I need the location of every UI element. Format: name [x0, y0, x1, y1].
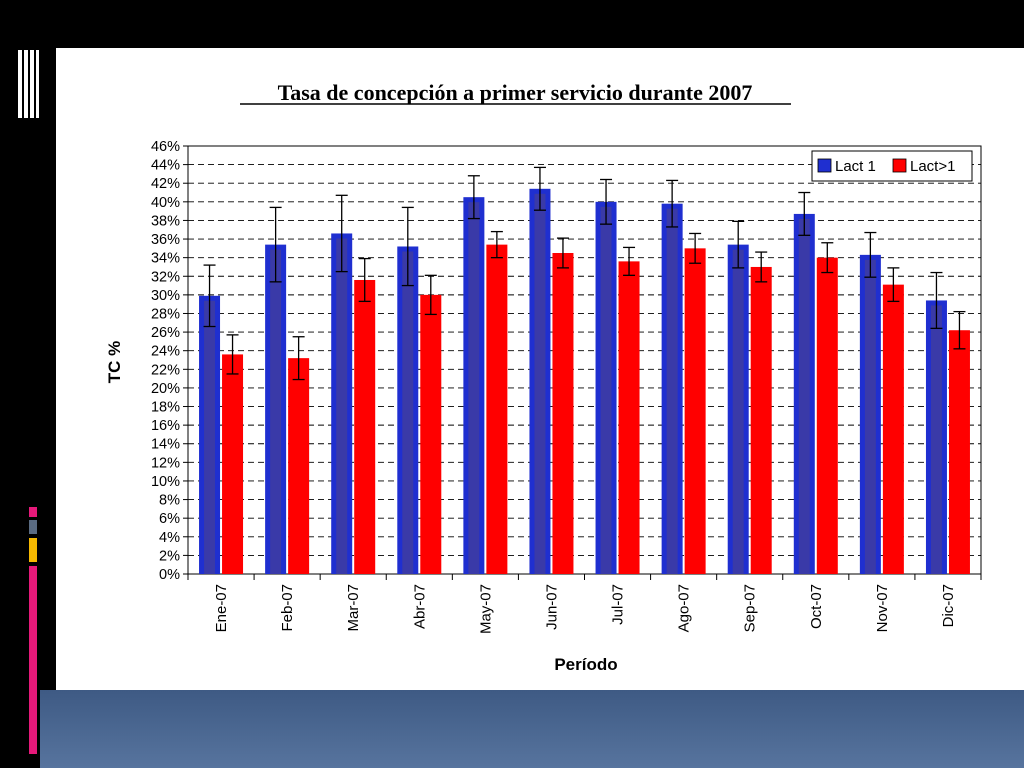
bar-shade-jun-07 — [534, 193, 546, 575]
x-tick-label-sep-07: Sep-07 — [742, 584, 759, 632]
y-tick-label: 12% — [151, 455, 180, 471]
slide-bottom-band — [40, 690, 1024, 768]
legend-swatch-lact-gt1 — [892, 158, 907, 173]
bar-lact-gt1-nov-07 — [882, 284, 904, 574]
bar-lact-gt1-dic-07 — [948, 330, 970, 574]
x-tick-label-jun-07: Jun-07 — [543, 584, 560, 630]
legend-box — [811, 150, 973, 182]
y-tick-label: 18% — [151, 400, 180, 416]
y-tick-label: 40% — [151, 195, 180, 211]
y-tick-label: 34% — [151, 251, 180, 267]
bar-lact-gt1-ago-07 — [684, 248, 706, 574]
x-tick-label-may-07: May-07 — [477, 584, 494, 634]
bar-lact-gt1-abr-07 — [420, 294, 442, 574]
legend-label-lact-gt1: Lact>1 — [910, 158, 955, 175]
legend-swatch-lact1 — [817, 158, 832, 173]
legend-label-lact1: Lact 1 — [835, 158, 876, 175]
bar-lact-gt1-sep-07 — [750, 266, 772, 574]
y-tick-label: 16% — [151, 418, 180, 434]
bar-shade-mar-07 — [336, 238, 348, 574]
bar-shade-abr-07 — [402, 251, 414, 575]
x-tick-label-ene-07: Ene-07 — [213, 584, 230, 632]
bar-lact-gt1-mar-07 — [354, 279, 376, 574]
y-tick-label: 32% — [151, 269, 180, 285]
bar-shade-may-07 — [468, 202, 480, 574]
bar-shade-jul-07 — [600, 206, 612, 574]
legend: Lact 1 Lact>1 — [811, 150, 973, 182]
y-tick-label: 26% — [151, 325, 180, 341]
y-tick-label: 44% — [151, 158, 180, 174]
bars — [199, 188, 970, 575]
chart-title: Tasa de concepción a primer servicio dur… — [278, 80, 753, 105]
bar-lact-gt1-jun-07 — [552, 253, 574, 574]
plot-area — [187, 145, 982, 575]
y-tick-label: 20% — [151, 381, 180, 397]
bar-shade-dic-07 — [930, 305, 942, 574]
y-tick-label: 0% — [159, 567, 180, 583]
y-tick-label: 4% — [159, 530, 180, 546]
error-bars — [203, 166, 966, 381]
y-tick-label: 24% — [151, 344, 180, 360]
gridlines — [188, 164, 981, 556]
x-tick-label-nov-07: Nov-07 — [874, 584, 891, 632]
x-tick-label-ago-07: Ago-07 — [676, 584, 693, 632]
x-axis-ticks: Ene-07 Feb-07 Mar-07 Abr-07 May-07 Jun-07 Jul-… — [187, 574, 982, 634]
bar-lact-gt1-ene-07 — [222, 354, 244, 574]
bar-shade-nov-07 — [864, 259, 876, 574]
y-tick-label: 46% — [151, 139, 180, 155]
y-tick-label: 14% — [151, 437, 180, 453]
y-tick-label: 36% — [151, 232, 180, 248]
bar-shade-sep-07 — [732, 249, 744, 574]
y-tick-label: 6% — [159, 511, 180, 527]
x-tick-label-dic-07: Dic-07 — [940, 584, 957, 627]
bar-lact-gt1-may-07 — [486, 244, 508, 574]
y-tick-label: 38% — [151, 213, 180, 229]
bar-lact-gt1-feb-07 — [288, 358, 310, 574]
y-tick-label: 30% — [151, 288, 180, 304]
y-tick-label: 28% — [151, 306, 180, 322]
y-tick-label: 8% — [159, 493, 180, 509]
y-tick-label: 42% — [151, 176, 180, 192]
x-tick-label-oct-07: Oct-07 — [808, 584, 825, 629]
y-tick-label: 10% — [151, 474, 180, 490]
bar-shade-oct-07 — [798, 218, 810, 574]
y-axis-ticks: 0% 2% 4% 6% 8% 10% 12% 14% 16% 18% 20% 22% 24% 26% 28%… — [151, 139, 188, 583]
bar-shade-ene-07 — [204, 300, 216, 574]
x-tick-label-feb-07: Feb-07 — [279, 584, 296, 632]
x-axis-title: Período — [554, 655, 617, 674]
y-tick-label: 2% — [159, 548, 180, 564]
y-tick-label: 22% — [151, 362, 180, 378]
x-tick-label-abr-07: Abr-07 — [411, 584, 428, 629]
bar-shade-feb-07 — [270, 249, 282, 574]
x-tick-label-mar-07: Mar-07 — [345, 584, 362, 632]
x-tick-label-jul-07: Jul-07 — [610, 584, 627, 625]
bar-shade-ago-07 — [666, 208, 678, 574]
y-axis-title: TC % — [105, 341, 124, 384]
bar-lact-gt1-jul-07 — [618, 261, 640, 574]
bar-lact-gt1-oct-07 — [816, 257, 838, 574]
